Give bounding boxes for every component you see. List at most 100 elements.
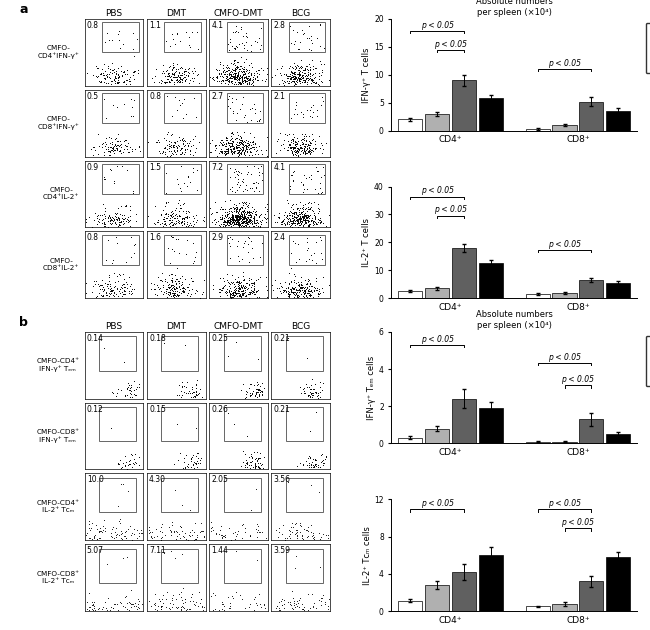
Point	[317, 456, 327, 466]
Point	[232, 70, 242, 80]
Point	[120, 277, 131, 287]
Point	[304, 197, 315, 207]
Point	[238, 176, 248, 186]
Point	[257, 76, 267, 86]
Point	[168, 590, 179, 600]
Point	[164, 522, 175, 532]
Bar	[606, 283, 630, 298]
Point	[301, 148, 311, 158]
Point	[295, 388, 306, 398]
Point	[248, 74, 259, 84]
Point	[224, 138, 234, 148]
Point	[94, 526, 104, 536]
Point	[103, 142, 113, 152]
Point	[226, 212, 236, 222]
Point	[164, 602, 175, 612]
Point	[109, 176, 119, 186]
Point	[239, 217, 249, 227]
Point	[160, 149, 170, 159]
Point	[230, 216, 240, 226]
Point	[176, 215, 187, 226]
Point	[305, 289, 315, 299]
Point	[287, 208, 297, 218]
Point	[235, 203, 245, 214]
Point	[293, 144, 304, 154]
Point	[157, 590, 168, 600]
Point	[293, 280, 304, 290]
Bar	[552, 442, 577, 444]
Point	[282, 211, 293, 221]
Point	[298, 138, 308, 148]
Point	[235, 210, 245, 220]
Point	[156, 601, 166, 611]
Point	[318, 218, 329, 228]
Point	[228, 278, 239, 289]
Point	[101, 287, 111, 297]
Point	[219, 276, 229, 286]
Point	[108, 144, 118, 154]
Point	[298, 206, 308, 216]
Point	[155, 275, 165, 285]
Point	[109, 214, 120, 224]
Point	[118, 269, 128, 279]
Point	[227, 148, 237, 158]
Point	[238, 214, 248, 224]
Point	[160, 209, 170, 219]
Point	[227, 278, 237, 288]
Point	[109, 282, 120, 292]
Point	[293, 61, 304, 71]
Point	[237, 286, 248, 296]
Point	[162, 151, 172, 161]
Point	[162, 144, 172, 154]
Point	[189, 599, 200, 609]
Point	[286, 143, 296, 153]
Point	[236, 220, 246, 231]
Point	[239, 64, 249, 74]
Point	[112, 598, 122, 609]
Point	[240, 214, 251, 224]
Point	[286, 77, 296, 87]
Point	[289, 39, 300, 49]
Point	[224, 214, 235, 224]
Point	[314, 71, 324, 81]
Point	[292, 219, 303, 229]
Point	[257, 462, 268, 472]
Point	[230, 146, 240, 156]
Point	[234, 289, 244, 299]
Point	[303, 221, 313, 231]
Title: DMT: DMT	[166, 9, 186, 18]
Point	[316, 76, 326, 86]
Point	[296, 530, 307, 540]
Point	[254, 391, 264, 401]
Point	[251, 209, 261, 219]
Point	[124, 79, 135, 89]
Point	[290, 218, 300, 228]
Point	[222, 137, 233, 147]
Point	[261, 74, 271, 84]
Point	[239, 149, 249, 159]
Point	[168, 140, 179, 151]
Point	[214, 140, 224, 150]
Point	[283, 284, 293, 294]
Point	[226, 144, 237, 154]
Point	[240, 215, 251, 225]
Point	[222, 63, 232, 73]
Point	[164, 135, 174, 146]
Point	[158, 214, 168, 224]
Point	[174, 290, 184, 301]
Point	[107, 66, 117, 76]
Point	[245, 183, 255, 193]
Point	[231, 202, 241, 212]
Point	[217, 604, 228, 614]
Point	[231, 62, 242, 72]
Point	[172, 59, 182, 69]
Point	[226, 129, 236, 139]
Point	[118, 479, 128, 490]
Point	[112, 77, 122, 88]
Point	[229, 199, 239, 209]
Point	[224, 69, 235, 79]
Point	[252, 381, 262, 391]
Point	[299, 602, 309, 612]
Point	[303, 453, 313, 463]
Point	[294, 62, 305, 72]
